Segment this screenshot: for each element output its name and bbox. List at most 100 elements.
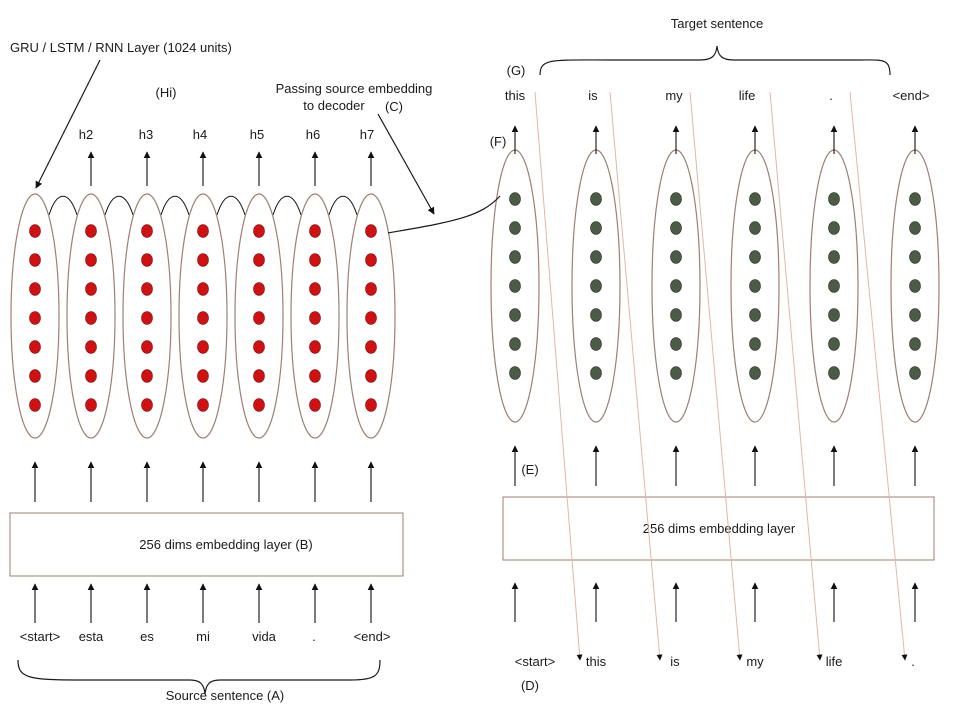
- encoder-unit: [197, 340, 209, 354]
- decoder-input-token: my: [746, 654, 764, 669]
- target-token: <end>: [893, 88, 930, 103]
- encoder-unit: [29, 224, 41, 238]
- encoder-unit: [309, 340, 321, 354]
- decoder-unit: [509, 221, 521, 235]
- encoder-unit: [365, 369, 377, 383]
- teacher-forcing-line: [609, 91, 663, 661]
- source-token: <start>: [20, 629, 60, 644]
- decoder-unit: [670, 221, 682, 235]
- encoder-unit: [309, 398, 321, 412]
- encoder-unit: [365, 311, 377, 325]
- encoder-unit: [85, 224, 97, 238]
- decoder-unit: [909, 250, 921, 264]
- recurrent-connection: [328, 195, 358, 216]
- encoder-unit: [253, 369, 265, 383]
- encoder-unit: [309, 311, 321, 325]
- passing-label-line1: Passing source embedding: [276, 81, 433, 96]
- encoder-unit: [29, 398, 41, 412]
- decoder-embedding-label: 256 dims embedding layer: [643, 521, 796, 536]
- encoder-unit: [197, 311, 209, 325]
- source-token: es: [140, 629, 154, 644]
- encoder-to-decoder-link: [387, 195, 501, 234]
- target-tokens: this is my life . <end>: [505, 88, 930, 103]
- encoder-unit: [85, 253, 97, 267]
- decoder-unit: [749, 192, 761, 206]
- recurrent-connection: [48, 195, 78, 216]
- decoder-unit: [509, 250, 521, 264]
- target-token: is: [588, 88, 598, 103]
- decoder-unit: [670, 192, 682, 206]
- recurrent-connection: [272, 195, 302, 216]
- encoder-unit: [29, 340, 41, 354]
- decoder-unit: [749, 250, 761, 264]
- encoder-unit: [253, 398, 265, 412]
- decoder-input-token: .: [911, 654, 915, 669]
- decoder-unit: [590, 366, 602, 380]
- encoder-unit: [29, 282, 41, 296]
- hidden-state-label: h5: [250, 127, 264, 142]
- teacher-forcing-line: [849, 91, 908, 661]
- teacher-forcing-line: [689, 91, 743, 661]
- teacher-forcing-lines: [534, 91, 908, 661]
- encoder-hidden-state-labels: h2 h3 h4 h5 h6 h7: [79, 127, 374, 142]
- decoder-unit: [509, 366, 521, 380]
- decoder-unit: [590, 337, 602, 351]
- encoder-unit: [365, 224, 377, 238]
- decoder-unit: [749, 221, 761, 235]
- teacher-forcing-line: [534, 91, 583, 661]
- decoder-unit: [670, 308, 682, 322]
- encoder-cell: [122, 193, 172, 439]
- decoder-unit: [509, 279, 521, 293]
- encoder-unit: [85, 282, 97, 296]
- decoder-unit: [909, 366, 921, 380]
- decoder-unit: [909, 221, 921, 235]
- encoder-unit: [253, 253, 265, 267]
- encoder-unit: [197, 282, 209, 296]
- passing-pointer: [377, 113, 435, 215]
- hidden-state-label: h2: [79, 127, 93, 142]
- embedding-marker: (E): [521, 462, 538, 477]
- source-token: esta: [79, 629, 104, 644]
- encoder-unit: [29, 253, 41, 267]
- decoder-unit: [509, 308, 521, 322]
- source-token: .: [312, 629, 316, 644]
- encoder-cell: [290, 193, 340, 439]
- decoder-input-token: <start>: [515, 654, 555, 669]
- decoder-unit: [909, 308, 921, 322]
- decoder-unit: [749, 337, 761, 351]
- decoder-unit: [590, 221, 602, 235]
- passing-label-line2: to decoder: [303, 98, 365, 113]
- encoder-unit: [197, 253, 209, 267]
- target-marker: (G): [507, 63, 526, 78]
- encoder-unit: [309, 224, 321, 238]
- encoder-cell: [346, 193, 396, 439]
- decoder-unit: [749, 279, 761, 293]
- cell-marker: (F): [490, 134, 507, 149]
- decoder-unit: [590, 192, 602, 206]
- decoder-unit: [509, 192, 521, 206]
- encoder-unit: [197, 398, 209, 412]
- encoder-unit: [253, 340, 265, 354]
- encoder-unit: [253, 282, 265, 296]
- decoder-unit: [828, 221, 840, 235]
- target-token: life: [739, 88, 756, 103]
- decoder-unit: [828, 192, 840, 206]
- decoder-unit: [670, 250, 682, 264]
- recurrent-connection: [160, 195, 190, 216]
- encoder-embedding-label: 256 dims embedding layer (B): [139, 537, 312, 552]
- hidden-marker: (Hi): [156, 85, 177, 100]
- passing-marker: (C): [385, 99, 403, 114]
- encoder-unit: [85, 311, 97, 325]
- encoder-unit: [197, 369, 209, 383]
- rnn-layer-pointer: [35, 59, 101, 189]
- decoder-unit: [909, 192, 921, 206]
- encoder-unit: [29, 369, 41, 383]
- encoder-unit: [85, 340, 97, 354]
- hidden-state-label: h7: [360, 127, 374, 142]
- encoder-cell: [66, 193, 116, 439]
- encoder-unit: [141, 224, 153, 238]
- decoder-unit: [670, 337, 682, 351]
- decoder-unit: [749, 366, 761, 380]
- decoder-unit: [749, 308, 761, 322]
- encoder-unit: [365, 253, 377, 267]
